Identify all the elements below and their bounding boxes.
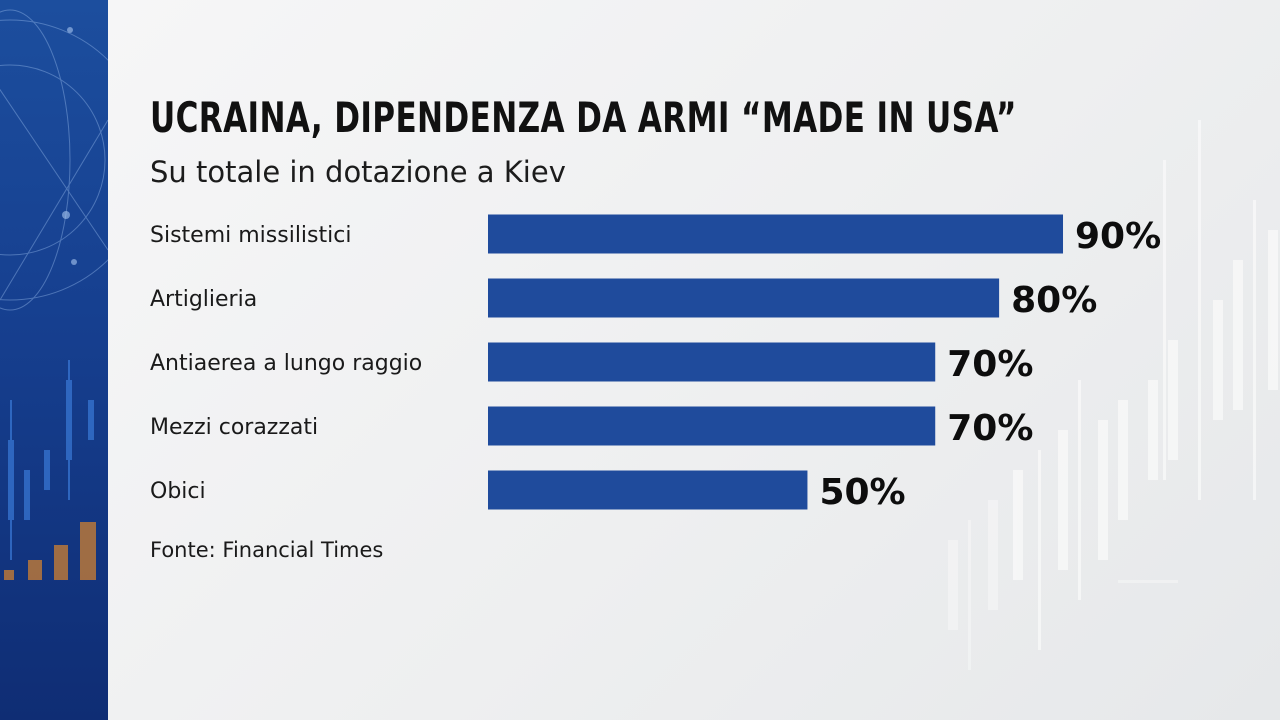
chart-title: UCRAINA, DIPENDENZA DA ARMI “MADE IN USA…	[150, 93, 1017, 142]
bar	[488, 214, 1064, 254]
left-decorative-panel	[0, 0, 108, 720]
category-label: Mezzi corazzati	[150, 415, 318, 440]
bar	[488, 470, 808, 510]
category-label: Artiglieria	[150, 287, 257, 312]
category-label: Sistemi missilistici	[150, 223, 351, 248]
globe-network-decoration	[0, 9, 108, 580]
category-label: Obici	[150, 479, 206, 504]
value-label: 70%	[947, 344, 1033, 385]
bar	[488, 406, 936, 446]
value-label: 50%	[819, 472, 905, 513]
bar	[488, 278, 1000, 318]
candlestick-background-decoration	[948, 120, 1278, 670]
chart-source: Fonte: Financial Times	[150, 538, 384, 562]
value-label: 80%	[1011, 280, 1097, 321]
bar	[488, 342, 936, 382]
value-label: 70%	[947, 408, 1033, 449]
value-label: 90%	[1075, 216, 1161, 257]
category-label: Antiaerea a lungo raggio	[150, 351, 422, 376]
chart-subtitle: Su totale in dotazione a Kiev	[150, 155, 566, 189]
